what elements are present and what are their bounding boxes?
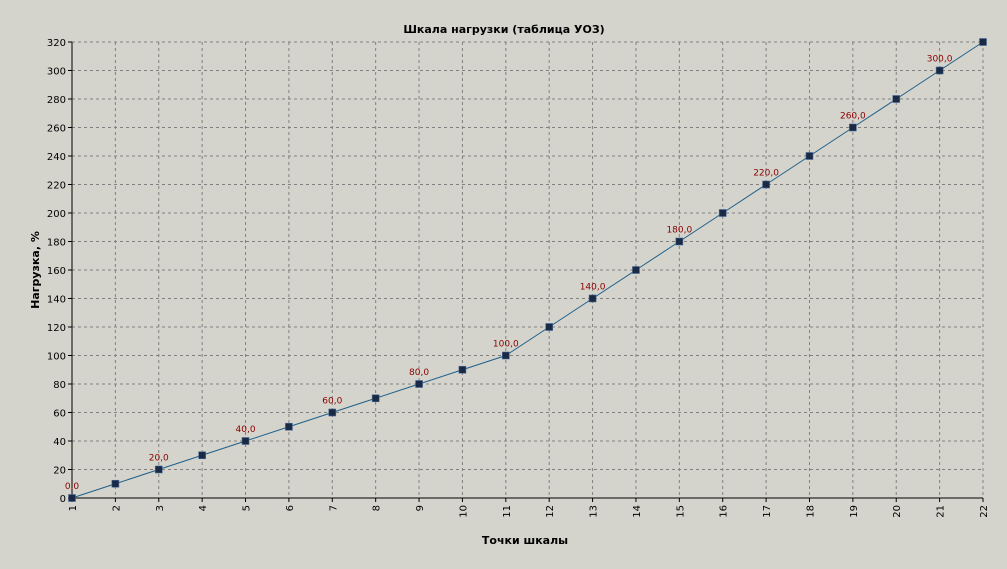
x-tick-label: 8	[372, 505, 383, 511]
data-label: 80,0	[409, 368, 429, 378]
y-tick-label: 300	[47, 67, 66, 78]
series-load	[68, 38, 987, 502]
data-label: 60,0	[322, 397, 342, 407]
data-point	[68, 494, 76, 502]
y-tick-label: 40	[53, 437, 66, 448]
data-point	[588, 294, 597, 303]
y-tick-label: 80	[53, 380, 66, 391]
y-tick-label: 220	[47, 181, 66, 192]
grid-lines	[71, 41, 984, 499]
data-label: 40,0	[236, 425, 256, 435]
y-tick-label: 320	[47, 38, 66, 49]
data-label: 20,0	[149, 454, 169, 464]
data-point	[371, 394, 380, 403]
x-tick-label: 12	[545, 505, 556, 518]
x-axis-title: Точки шкалы	[482, 534, 568, 547]
data-point	[675, 237, 684, 246]
data-label: 220,0	[753, 169, 779, 179]
x-tick-label: 2	[111, 505, 122, 511]
data-point	[892, 95, 901, 103]
data-point	[415, 380, 423, 388]
data-labels: 0,0 20,0 40,0 60,0 80,0 100,0 140,0 180,0 220,0 2…	[65, 55, 953, 493]
y-tick-label: 60	[53, 409, 66, 420]
data-point	[762, 180, 770, 189]
y-tick-label: 240	[47, 152, 66, 163]
y-tick-label: 140	[47, 295, 66, 306]
x-tick-label: 21	[936, 505, 947, 518]
y-tick-label: 0	[60, 494, 66, 505]
x-tick-label: 7	[328, 505, 339, 511]
x-tick-label: 20	[892, 505, 903, 518]
y-tick-label: 200	[47, 209, 66, 220]
data-point	[935, 66, 944, 75]
y-tick-label: 180	[47, 238, 66, 249]
y-tick-label: 160	[47, 266, 66, 277]
data-label: 140,0	[580, 283, 606, 293]
data-point	[545, 323, 553, 331]
x-tick-label: 6	[285, 505, 296, 511]
x-tick-label: 14	[632, 505, 643, 518]
x-tick-label: 9	[415, 505, 426, 511]
data-point	[805, 152, 814, 160]
x-tick-label: 15	[675, 505, 686, 518]
data-label: 100,0	[493, 340, 519, 350]
y-tick-label: 100	[47, 352, 66, 363]
data-point	[849, 123, 857, 132]
data-point	[198, 451, 206, 460]
data-label: 0,0	[65, 482, 80, 492]
x-tick-label: 19	[849, 505, 860, 518]
chart-title: Шкала нагрузки (таблица УОЗ)	[403, 23, 604, 36]
x-tick-label: 17	[762, 505, 773, 518]
data-point	[154, 465, 163, 474]
tick-labels: 1 2 3 4 5 6 7 8 9 10 11 12 13 14 15 16 17 18 19 20 21 2202040…	[47, 38, 990, 518]
data-point	[502, 351, 510, 360]
data-point	[458, 365, 467, 374]
x-tick-label: 22	[979, 505, 990, 518]
data-point	[241, 437, 250, 445]
data-point	[979, 38, 987, 46]
y-tick-label: 120	[47, 323, 66, 334]
x-tick-label: 4	[198, 505, 209, 511]
data-label: 260,0	[840, 112, 866, 122]
x-tick-label: 1	[68, 505, 79, 511]
x-tick-label: 16	[719, 505, 730, 518]
x-tick-label: 18	[805, 505, 816, 518]
axes	[68, 41, 984, 502]
data-point	[111, 479, 120, 488]
data-label: 180,0	[666, 226, 692, 236]
x-tick-label: 3	[155, 505, 166, 511]
data-point	[285, 422, 293, 431]
x-tick-label: 5	[242, 505, 253, 511]
data-point	[328, 408, 337, 417]
y-tick-label: 260	[47, 124, 66, 135]
data-point	[718, 209, 727, 217]
y-tick-label: 20	[53, 466, 66, 477]
series-line	[71, 41, 984, 499]
x-tick-label: 10	[458, 505, 469, 518]
x-tick-label: 11	[502, 505, 513, 518]
y-tick-label: 280	[47, 95, 66, 106]
data-point	[632, 266, 640, 274]
x-tick-label: 13	[589, 505, 600, 518]
y-axis-title: Нагрузка, %	[29, 231, 42, 309]
data-label: 300,0	[927, 55, 953, 65]
